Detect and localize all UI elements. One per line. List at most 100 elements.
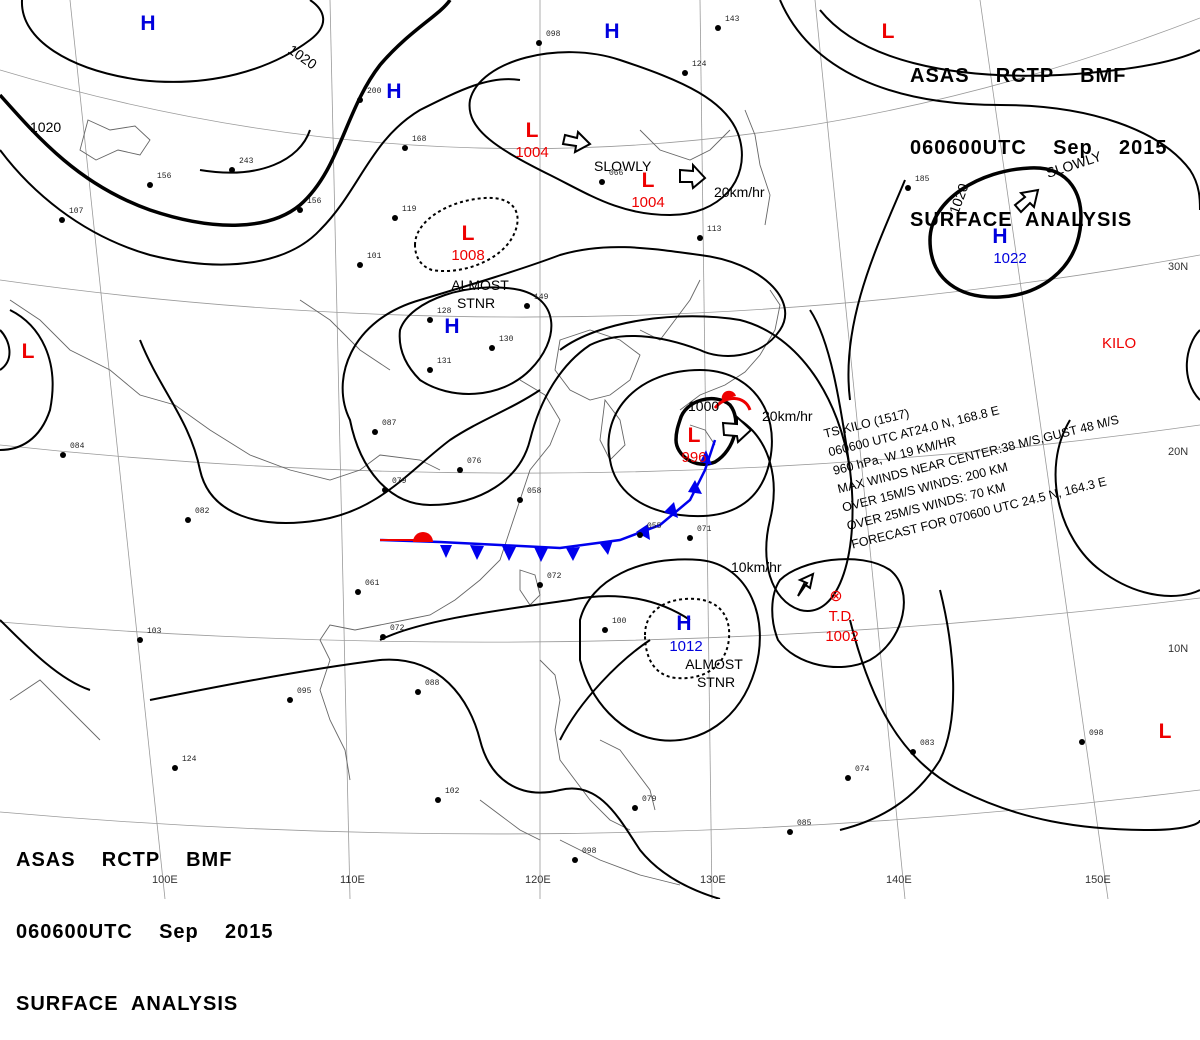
station-circle-icon [435, 797, 441, 803]
td-label: T.D. [829, 608, 856, 625]
station-plot: 072 [380, 624, 405, 640]
station-plot: 124 [172, 755, 197, 771]
station-plot: 076 [457, 457, 482, 473]
stationary-label-line2: STNR [457, 295, 495, 311]
station-value: 100 [612, 617, 627, 626]
station-plot: 100 [602, 617, 627, 633]
station-value: 128 [437, 307, 452, 316]
station-circle-icon [687, 535, 693, 541]
station-plot: 079 [632, 795, 657, 811]
header-line-3: SURFACE ANALYSIS [16, 993, 239, 1015]
station-circle-icon [905, 185, 911, 191]
low-letter: L [642, 169, 655, 192]
station-plot: 082 [185, 507, 210, 523]
tropical-depression: ⊗ T.D. 1002 [825, 588, 858, 645]
station-value: 079 [392, 477, 407, 486]
station-plot: 156 [297, 197, 322, 213]
low-pressure-value: 1008 [451, 247, 484, 264]
lon-label-120e: 120E [525, 874, 551, 886]
station-circle-icon [357, 262, 363, 268]
station-circle-icon [910, 749, 916, 755]
station-value: 061 [365, 579, 380, 588]
high-pressure-value: 1012 [669, 638, 702, 655]
station-value: 098 [546, 30, 561, 39]
station-value: 088 [425, 679, 440, 688]
lon-label-130e: 130E [700, 874, 726, 886]
station-value: 107 [69, 207, 84, 216]
station-value: 087 [382, 419, 397, 428]
station-plot: 085 [787, 819, 812, 835]
station-circle-icon [392, 215, 398, 221]
station-value: 072 [390, 624, 405, 633]
low-letter: L [462, 222, 475, 245]
station-value: 124 [692, 60, 707, 69]
station-value: 095 [297, 687, 312, 696]
motion-arrows [561, 129, 1040, 597]
lat-label-10n: 10N [1168, 643, 1188, 655]
station-circle-icon [357, 97, 363, 103]
station-plot: 124 [682, 60, 707, 76]
header-line-1: ASAS RCTP BMF [16, 849, 233, 871]
station-plot: 130 [489, 335, 514, 351]
station-value: 076 [467, 457, 482, 466]
station-value: 071 [697, 525, 712, 534]
low-letter: L [1159, 720, 1172, 743]
station-circle-icon [602, 627, 608, 633]
station-circle-icon [172, 765, 178, 771]
station-value: 072 [547, 572, 562, 581]
station-circle-icon [229, 167, 235, 173]
high-center: H 1022 [992, 225, 1026, 267]
station-circle-icon [715, 25, 721, 31]
station-circle-icon [427, 317, 433, 323]
station-circle-icon [537, 582, 543, 588]
station-circle-icon [457, 467, 463, 473]
station-circle-icon [489, 345, 495, 351]
low-center: L 1004 [515, 119, 548, 161]
station-circle-icon [137, 637, 143, 643]
low-center: L [22, 340, 35, 363]
station-value: 101 [367, 252, 382, 261]
high-letter: H [444, 315, 459, 338]
station-plot: 098 [1079, 729, 1104, 745]
station-value: 084 [70, 442, 85, 451]
high-center: H 1012 [669, 612, 702, 655]
station-value: 098 [582, 847, 597, 856]
low-pressure-value: 996 [681, 449, 706, 466]
high-center: H [604, 20, 619, 43]
lat-label-30n: 30N [1168, 261, 1188, 273]
station-value: 168 [412, 135, 427, 144]
weather-map: 100E 110E 120E 130E 140E 150E 30N 20N 10… [0, 0, 1200, 899]
high-center: H [444, 315, 459, 338]
stationary-front [379, 390, 752, 562]
station-plot: 084 [60, 442, 85, 458]
low-center: L [882, 20, 895, 43]
station-value: 098 [1089, 729, 1104, 738]
station-plot: 058 [517, 487, 542, 503]
station-circle-icon [380, 634, 386, 640]
station-circle-icon [845, 775, 851, 781]
stationary-label-line1: ALMOST [685, 656, 743, 672]
header-line-2: 060600UTC Sep 2015 [16, 921, 274, 943]
station-value: 156 [307, 197, 322, 206]
station-plot: 128 [427, 307, 452, 323]
station-circle-icon [59, 217, 65, 223]
station-plot: 102 [435, 787, 460, 803]
stationary-label: ALMOST STNR [685, 656, 743, 690]
station-plot: 119 [392, 205, 417, 221]
station-value: 119 [402, 205, 417, 214]
low-letter: L [526, 119, 539, 142]
station-plot: 071 [687, 525, 712, 541]
station-value: 156 [157, 172, 172, 181]
station-circle-icon [147, 182, 153, 188]
station-circle-icon [697, 235, 703, 241]
station-plot: 101 [357, 252, 382, 268]
station-plot: 098 [572, 847, 597, 863]
isobar-label: 1020 [30, 119, 61, 135]
header-line-1: ASAS RCTP BMF [910, 65, 1127, 87]
station-plot: 113 [697, 225, 722, 241]
high-letter: H [676, 612, 691, 635]
header-line-2: 060600UTC Sep 2015 [910, 137, 1168, 159]
lat-label-20n: 20N [1168, 446, 1188, 458]
station-value: 243 [239, 157, 254, 166]
station-plot: 061 [355, 579, 380, 595]
